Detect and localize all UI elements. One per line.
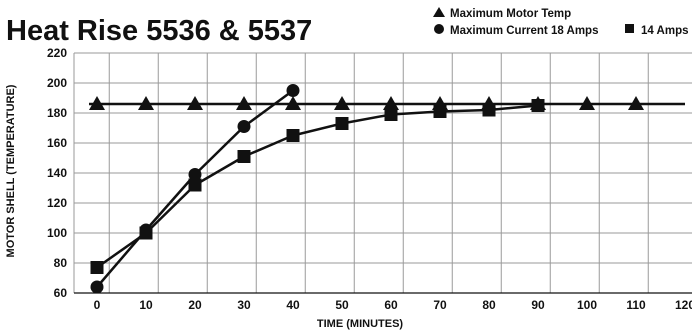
x-tick-label: 90	[531, 298, 545, 312]
legend-label: Maximum Current 18 Amps	[450, 25, 598, 37]
x-tick-label: 0	[94, 298, 101, 312]
legend-label: Maximum Motor Temp	[450, 8, 571, 20]
data-point	[383, 96, 399, 110]
x-tick-label: 110	[626, 298, 646, 312]
y-tick-labels: 60 80 100 120 140 160 180 200 220	[47, 46, 67, 300]
data-point	[579, 96, 595, 110]
data-point	[286, 129, 300, 142]
series-square	[90, 99, 545, 274]
x-tick-label: 30	[237, 298, 251, 312]
legend: Maximum Motor Temp Maximum Current 18 Amp…	[433, 7, 689, 37]
data-point	[139, 226, 153, 240]
x-tick-label: 40	[286, 298, 300, 312]
data-point	[188, 168, 202, 181]
x-tick-labels: 0 10 20 30 40 50 60 70 80 90 100 110 120	[94, 298, 692, 312]
legend-label: 14 Amps	[641, 25, 689, 37]
data-point	[90, 261, 104, 274]
data-point	[188, 178, 202, 192]
x-tick-label: 60	[384, 298, 398, 312]
data-point	[237, 150, 251, 163]
series-layer	[89, 84, 685, 294]
y-tick-label: 180	[47, 106, 67, 120]
x-tick-label: 50	[335, 298, 349, 312]
data-point	[138, 96, 154, 110]
x-axis-label: TIME (MINUTES)	[317, 318, 403, 330]
x-tick-label: 20	[188, 298, 202, 312]
data-point	[482, 103, 496, 117]
data-point	[628, 96, 644, 110]
y-tick-label: 100	[47, 226, 67, 240]
data-point	[187, 96, 203, 110]
y-tick-label: 160	[47, 136, 67, 150]
chart-title: Heat Rise 5536 & 5537	[6, 15, 312, 47]
legend-square-icon	[625, 24, 634, 33]
x-tick-label: 70	[433, 298, 447, 312]
y-axis-label: MOTOR SHELL (TEMPERATURE)	[5, 84, 17, 257]
x-tick-label: 10	[139, 298, 153, 312]
data-point	[335, 117, 349, 130]
series-line	[96, 104, 539, 269]
data-point	[89, 96, 105, 110]
x-tick-label: 80	[482, 298, 496, 312]
data-point	[334, 96, 350, 110]
data-point	[236, 96, 252, 110]
y-tick-label: 200	[47, 76, 67, 90]
y-tick-label: 220	[47, 46, 67, 60]
data-point	[285, 96, 301, 110]
y-tick-label: 60	[54, 286, 68, 300]
legend-circle-icon	[434, 24, 444, 34]
legend-triangle-icon	[433, 7, 445, 17]
data-point	[433, 105, 447, 118]
legend-item: Maximum Current 18 Amps	[434, 24, 598, 37]
x-tick-label: 120	[675, 298, 692, 312]
legend-item: 14 Amps	[625, 24, 689, 37]
series-triangle	[89, 96, 685, 110]
y-tick-label: 120	[47, 196, 67, 210]
data-point	[237, 120, 251, 133]
data-point	[384, 108, 398, 121]
data-point	[531, 99, 545, 112]
data-point	[90, 280, 104, 294]
data-point	[286, 84, 300, 97]
grid	[73, 52, 692, 294]
x-tick-label: 100	[577, 298, 597, 312]
y-tick-label: 80	[54, 256, 68, 270]
y-tick-label: 140	[47, 166, 67, 180]
legend-item: Maximum Motor Temp	[433, 7, 571, 20]
